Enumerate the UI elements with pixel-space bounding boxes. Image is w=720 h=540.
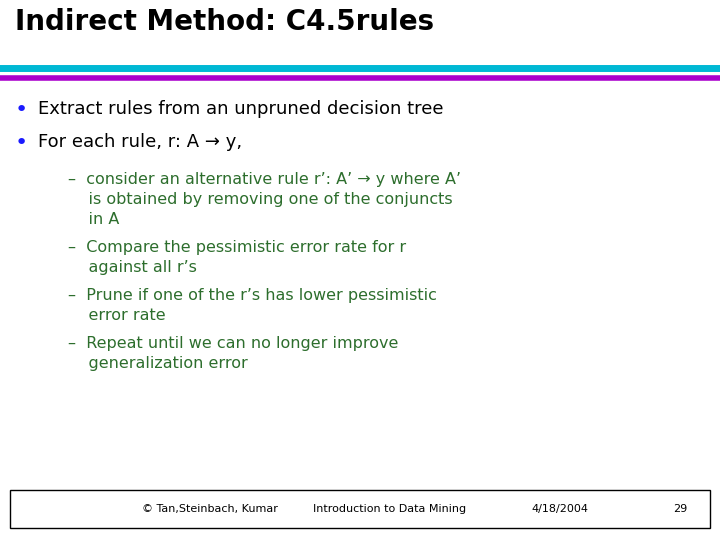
Text: –  Prune if one of the r’s has lower pessimistic: – Prune if one of the r’s has lower pess… — [68, 288, 437, 303]
Text: 29: 29 — [673, 504, 687, 514]
Text: 4/18/2004: 4/18/2004 — [531, 504, 588, 514]
Text: For each rule, r: A → y,: For each rule, r: A → y, — [38, 133, 242, 151]
Text: is obtained by removing one of the conjuncts: is obtained by removing one of the conju… — [68, 192, 453, 207]
Text: –  consider an alternative rule r’: A’ → y where A’: – consider an alternative rule r’: A’ → … — [68, 172, 461, 187]
Text: against all r’s: against all r’s — [68, 260, 197, 275]
Text: Introduction to Data Mining: Introduction to Data Mining — [313, 504, 467, 514]
Text: –  Compare the pessimistic error rate for r: – Compare the pessimistic error rate for… — [68, 240, 406, 255]
Text: generalization error: generalization error — [68, 356, 248, 371]
Text: Indirect Method: C4.5rules: Indirect Method: C4.5rules — [15, 8, 434, 36]
Text: •: • — [15, 133, 28, 153]
Text: Extract rules from an unpruned decision tree: Extract rules from an unpruned decision … — [38, 100, 444, 118]
Text: in A: in A — [68, 212, 120, 227]
Text: error rate: error rate — [68, 308, 166, 323]
Text: –  Repeat until we can no longer improve: – Repeat until we can no longer improve — [68, 336, 398, 351]
Text: •: • — [15, 100, 28, 120]
Text: © Tan,Steinbach, Kumar: © Tan,Steinbach, Kumar — [142, 504, 278, 514]
FancyBboxPatch shape — [10, 490, 710, 528]
